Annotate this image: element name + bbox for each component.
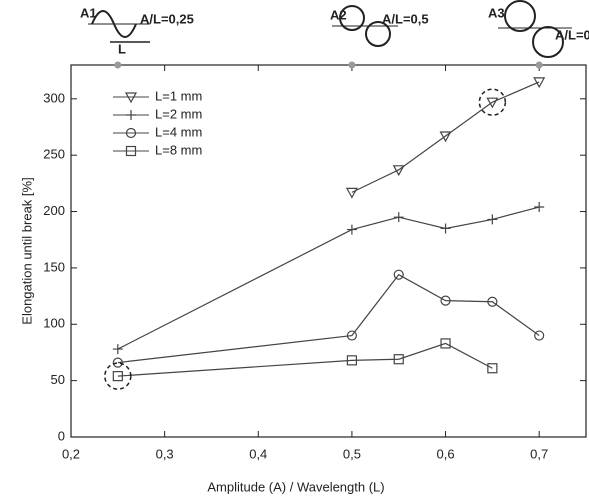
legend-label: L=1 mm (155, 88, 202, 103)
legend-label: L=4 mm (155, 124, 202, 139)
x-tick-label: 0,5 (343, 446, 361, 461)
marker (112, 357, 123, 368)
marker (440, 295, 451, 306)
legend-marker (125, 145, 137, 157)
loop-2b (365, 21, 391, 47)
marker (112, 344, 123, 355)
series-line (117, 206, 540, 350)
marker (486, 97, 499, 109)
loop-2a (339, 5, 365, 31)
marker (345, 187, 358, 199)
legend-label: L=8 mm (155, 142, 202, 157)
marker (112, 371, 123, 382)
inset-label: A/L=0,5 (382, 11, 429, 26)
x-tick-label: 0,4 (249, 446, 267, 461)
y-tick-label: 150 (43, 259, 65, 274)
highlight-circle (104, 362, 132, 390)
marker (439, 131, 452, 143)
y-tick-label: 300 (43, 90, 65, 105)
top-dot (114, 61, 122, 69)
marker (393, 269, 404, 280)
inset-label: A2 (330, 7, 347, 22)
inset-label: A1 (80, 5, 97, 20)
x-tick-label: 0,3 (156, 446, 174, 461)
top-dot (348, 61, 356, 69)
series-line (117, 273, 540, 364)
loop-3b (532, 26, 564, 58)
marker (534, 330, 545, 341)
y-axis-label: Elongation until break [%] (19, 177, 34, 324)
marker (393, 212, 404, 223)
marker (346, 330, 358, 341)
inset-diagrams (88, 0, 572, 58)
legend-marker (124, 92, 138, 104)
y-tick-label: 100 (43, 316, 65, 331)
series-line (117, 342, 493, 377)
legend: L=1 mm L=2 mm L=4 mm L=8 mm (113, 88, 202, 157)
inset-label: A/L=0,7 (555, 27, 589, 42)
marker (487, 214, 498, 225)
inset-label: A/L=0,25 (140, 11, 194, 26)
inset-label: A3 (488, 5, 505, 20)
marker (346, 224, 357, 235)
marker (440, 223, 451, 234)
marker (346, 355, 358, 366)
inset-label: L (118, 41, 126, 56)
y-tick-label: 0 (58, 428, 65, 443)
marker (392, 165, 405, 177)
legend-marker (126, 110, 136, 120)
y-tick-label: 50 (51, 372, 65, 387)
marker (487, 296, 498, 307)
marker (440, 338, 451, 349)
marker (393, 354, 404, 365)
y-tick-label: 200 (43, 203, 65, 218)
y-tick-label: 250 (43, 147, 65, 162)
x-tick-label: 0,6 (437, 446, 455, 461)
legend-marker (125, 127, 137, 139)
legend-label: L=2 mm (155, 106, 202, 121)
marker (487, 363, 498, 374)
loop-3a (504, 0, 536, 32)
x-tick-label: 0,7 (530, 446, 548, 461)
x-axis-label: Amplitude (A) / Wavelength (L) (207, 479, 384, 494)
top-dot (535, 61, 543, 69)
x-tick-label: 0,2 (62, 446, 80, 461)
plot-frame (70, 64, 587, 438)
highlight-circle (478, 88, 507, 116)
marker (534, 202, 545, 213)
marker (533, 77, 546, 89)
series-line (351, 81, 540, 193)
